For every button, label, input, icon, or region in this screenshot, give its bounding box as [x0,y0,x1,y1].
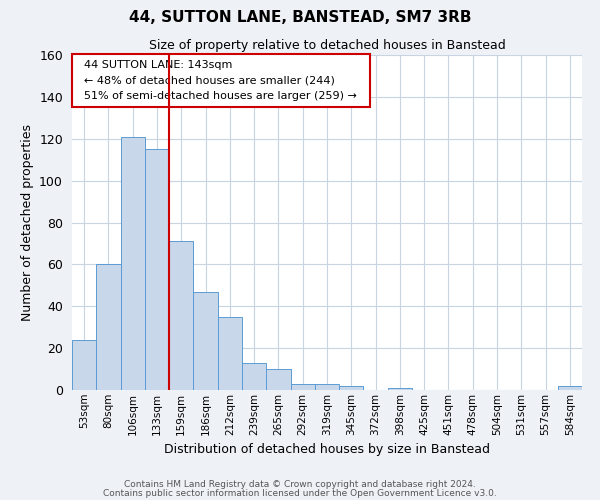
Bar [121,136,145,390]
Text: Contains public sector information licensed under the Open Government Licence v3: Contains public sector information licen… [103,489,497,498]
Bar [218,316,242,390]
Bar [339,386,364,390]
Bar [388,388,412,390]
Bar [315,384,339,390]
Bar [290,384,315,390]
Bar [72,340,96,390]
Text: 44, SUTTON LANE, BANSTEAD, SM7 3RB: 44, SUTTON LANE, BANSTEAD, SM7 3RB [129,10,471,25]
Bar [558,386,582,390]
Title: Size of property relative to detached houses in Banstead: Size of property relative to detached ho… [149,40,505,52]
X-axis label: Distribution of detached houses by size in Banstead: Distribution of detached houses by size … [164,443,490,456]
Bar [96,264,121,390]
Bar [242,363,266,390]
Bar [193,292,218,390]
Bar [145,149,169,390]
Text: Contains HM Land Registry data © Crown copyright and database right 2024.: Contains HM Land Registry data © Crown c… [124,480,476,489]
Bar [266,369,290,390]
Bar [169,242,193,390]
Text: 44 SUTTON LANE: 143sqm  
  ← 48% of detached houses are smaller (244)  
  51% of: 44 SUTTON LANE: 143sqm ← 48% of detached… [77,60,364,101]
Y-axis label: Number of detached properties: Number of detached properties [20,124,34,321]
